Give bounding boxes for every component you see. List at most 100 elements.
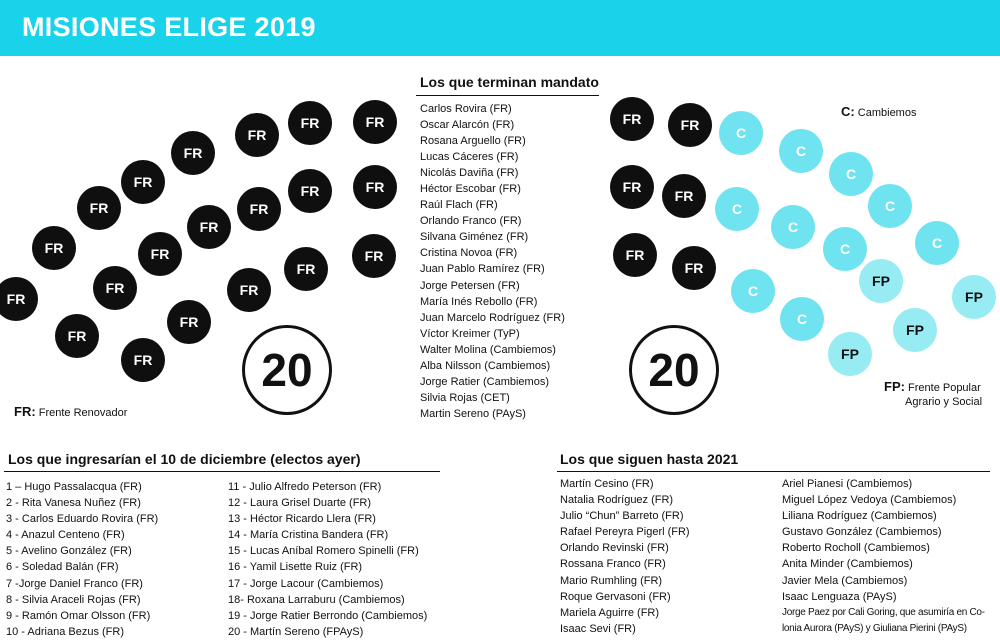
left-seat-total: 20 [242, 325, 332, 415]
seat: FR [32, 226, 76, 270]
seat: FR [55, 314, 99, 358]
legend-fp-code: FP: [884, 379, 905, 394]
list-item: Cristina Novoa (FR) [420, 247, 518, 260]
legend-fr-text: Frente Renovador [38, 407, 128, 419]
list-item: Jorge Petersen (FR) [420, 279, 520, 292]
list-item: Carlos Rovira (FR) [420, 103, 512, 115]
list-item: Silvana Giménez (FR) [420, 231, 529, 244]
seat: FP [828, 332, 872, 376]
list-item: Jorge Ratier (Cambiemos) [420, 375, 549, 388]
list-item: Raúl Flach (FR) [420, 199, 498, 212]
seat: C [779, 129, 823, 173]
list-item: 3 - Carlos Eduardo Rovira (FR) [6, 513, 159, 526]
seat: C [719, 111, 763, 155]
ingresarian-rule [4, 471, 440, 472]
ingresarian-list-col2: 11 - Julio Alfredo Peterson (FR) 12 - La… [228, 479, 427, 640]
list-item: Ariel Pianesi (Cambiemos) [782, 478, 913, 490]
seat: FR [138, 232, 182, 276]
list-item: Liliana Rodríguez (Cambiemos) [782, 510, 937, 523]
seat: FP [952, 275, 996, 319]
list-item: Isaac Lenguaza (PAyS) [782, 590, 897, 603]
siguen-list-col2: Ariel Pianesi (Cambiemos) Miguel López V… [782, 476, 985, 637]
seat: FR [284, 247, 328, 291]
legend-fr: FR: Frente Renovador [14, 404, 127, 419]
right-seat-total: 20 [629, 325, 719, 415]
legend-fp-text: Agrario y Social [905, 396, 983, 408]
seat: FR [352, 234, 396, 278]
seat: FR [227, 268, 271, 312]
list-item: Miguel López Vedoya (Cambiemos) [782, 494, 957, 507]
header-banner: MISIONES ELIGE 2019 [0, 0, 1000, 56]
list-item: 17 - Jorge Lacour (Cambiemos) [228, 577, 384, 590]
ingresarian-list-col1: 1 – Hugo Passalacqua (FR) 2 - Rita Vanes… [6, 479, 158, 640]
seat: FR [235, 113, 279, 157]
seat: FR [610, 97, 654, 141]
seat: FR [121, 160, 165, 204]
list-item: Jorge Paez por Cali Goring, que asumiría… [782, 606, 985, 618]
list-item: 1 – Hugo Passalacqua (FR) [6, 481, 142, 493]
seat: C [868, 184, 912, 228]
list-item: Oscar Alarcón (FR) [420, 119, 515, 132]
seat: C [780, 297, 824, 341]
list-item: Rafael Pereyra Pigerl (FR) [560, 526, 690, 539]
seat: FR [288, 169, 332, 213]
page-title: MISIONES ELIGE 2019 [22, 12, 316, 42]
seat: FR [672, 246, 716, 290]
list-item: Nicolás Daviña (FR) [420, 167, 519, 180]
seat: FP [859, 259, 903, 303]
terminan-rule [416, 95, 599, 96]
seat: C [715, 187, 759, 231]
list-item: 12 - Laura Grisel Duarte (FR) [228, 497, 372, 510]
list-item: Martín Cesino (FR) [560, 478, 654, 490]
list-item: Mario Rumhling (FR) [560, 574, 663, 587]
list-item: María Inés Rebollo (FR) [420, 295, 538, 308]
seat: FR [93, 266, 137, 310]
seat: FR [187, 205, 231, 249]
seat: FR [288, 101, 332, 145]
list-item: Lucas Cáceres (FR) [420, 151, 519, 164]
list-item: 5 - Avelino González (FR) [6, 545, 132, 558]
siguen-title: Los que siguen hasta 2021 [560, 451, 739, 467]
list-item: Julio “Chun” Barreto (FR) [560, 510, 684, 523]
seat: C [915, 221, 959, 265]
list-item: Roberto Rocholl (Cambiemos) [782, 542, 930, 555]
ingresarian-title: Los que ingresarían el 10 de diciembre (… [8, 451, 361, 467]
siguen-rule [557, 471, 990, 472]
list-item: 11 - Julio Alfredo Peterson (FR) [228, 481, 382, 493]
list-item: Juan Marcelo Rodríguez (FR) [420, 311, 565, 324]
list-item: Rosana Arguello (FR) [420, 135, 526, 148]
list-item: Walter Molina (Cambiemos) [420, 343, 556, 356]
siguen-list-col1: Martín Cesino (FR) Natalia Rodríguez (FR… [560, 476, 690, 637]
list-item: Víctor Kreimer (TyP) [420, 327, 520, 340]
list-item: 15 - Lucas Aníbal Romero Spinelli (FR) [228, 545, 419, 558]
seat: C [771, 205, 815, 249]
list-item: Natalia Rodríguez (FR) [560, 494, 674, 507]
list-item: 13 - Héctor Ricardo Llera (FR) [228, 513, 376, 526]
legend-fr-code: FR: [14, 404, 36, 419]
legend-fp: FP: Frente Popular Agrario y Social [884, 380, 982, 409]
list-item: Héctor Escobar (FR) [420, 183, 521, 196]
seat: FR [167, 300, 211, 344]
legend-c-code: C: [841, 104, 855, 119]
seat: C [823, 227, 867, 271]
list-item: Isaac Sevi (FR) [560, 622, 636, 635]
list-item: Juan Pablo Ramírez (FR) [420, 263, 545, 276]
list-item: lonia Aurora (PAyS) y Giuliana Pierini (… [782, 622, 967, 634]
list-item: Orlando Revinski (FR) [560, 542, 669, 555]
seat: FR [662, 174, 706, 218]
list-item: Martin Sereno (PAyS) [420, 407, 526, 420]
list-item: 14 - María Cristina Bandera (FR) [228, 529, 389, 542]
seat: FR [171, 131, 215, 175]
list-item: Orlando Franco (FR) [420, 215, 522, 228]
legend-fp-text: Frente Popular [908, 382, 981, 394]
seat: FR [668, 103, 712, 147]
seat: C [731, 269, 775, 313]
seat: FR [353, 100, 397, 144]
seat: FR [613, 233, 657, 277]
list-item: Mariela Aguirre (FR) [560, 606, 660, 619]
terminan-title: Los que terminan mandato [420, 74, 599, 90]
list-item: 16 - Yamil Lisette Ruiz (FR) [228, 561, 363, 574]
list-item: Silvia Rojas (CET) [420, 391, 510, 404]
list-item: Anita Minder (Cambiemos) [782, 558, 913, 571]
seat: FR [77, 186, 121, 230]
